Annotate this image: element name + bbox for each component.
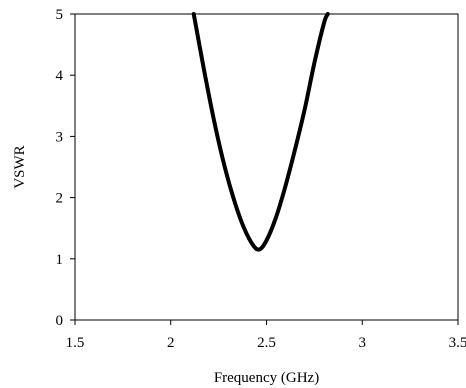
y-tick-label: 4: [56, 68, 64, 84]
series-line-0: [191, 12, 330, 252]
y-axis-title: VSWR: [12, 145, 28, 188]
x-tick-label: 2.5: [257, 335, 276, 351]
y-tick-label: 3: [56, 129, 64, 145]
x-tick-label: 3: [359, 335, 367, 351]
y-tick-label: 1: [56, 252, 64, 268]
x-tick-label: 1.5: [66, 335, 85, 351]
series-group: [191, 12, 330, 252]
plot-area: [74, 13, 459, 321]
x-axis: 1.5 2 2.5 3 3.5: [66, 320, 466, 351]
x-axis-title: Frequency (GHz): [214, 370, 319, 386]
y-tick-label: 0: [56, 313, 64, 329]
x-tick-label: 3.5: [449, 335, 466, 351]
x-tick-label: 2: [167, 335, 175, 351]
y-tick-label: 2: [56, 191, 64, 207]
plot-frame: [74, 13, 459, 321]
y-tick-label: 5: [56, 7, 64, 23]
y-axis: 0 1 2 3 4 5: [56, 7, 75, 329]
